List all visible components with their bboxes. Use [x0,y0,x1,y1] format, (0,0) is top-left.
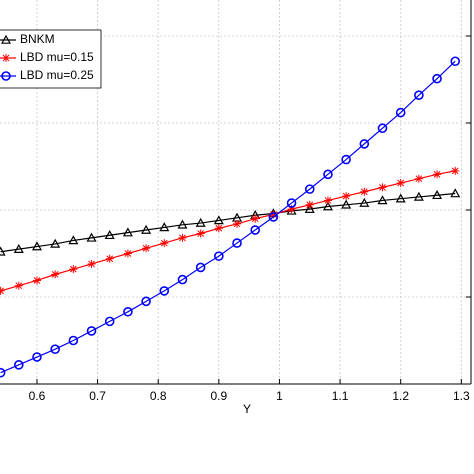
marker [142,244,151,253]
marker [323,196,332,205]
marker [13,243,24,253]
marker [0,286,5,295]
marker [213,215,224,225]
marker [31,241,42,251]
marker [196,229,205,238]
marker [286,198,297,208]
marker [396,179,405,188]
marker [105,254,114,263]
marker [14,281,23,290]
x-tick-label: 1.2 [392,389,409,403]
marker [104,316,115,327]
marker [342,192,351,201]
marker [0,246,6,256]
marker [359,197,370,207]
marker [122,227,133,237]
marker [178,233,187,242]
legend: BNKM LBD mu=0.15 LBD mu=0.25 [0,29,102,89]
marker [68,335,79,346]
marker [251,214,260,223]
marker [86,232,97,242]
x-tick-label: 1.3 [453,389,470,403]
marker [287,205,296,214]
marker [359,139,370,149]
marker [232,238,242,248]
marker [432,73,442,84]
marker [160,239,169,248]
marker [214,224,223,233]
marker [0,367,6,378]
marker [32,276,41,285]
x-tick-label: 1.1 [332,389,349,403]
series-line [0,60,456,374]
marker [13,360,24,370]
marker [305,200,314,209]
marker [304,203,315,213]
marker [432,189,443,200]
marker [341,199,352,209]
marker [177,274,188,285]
marker [87,259,96,268]
marker [69,265,78,274]
x-tick-label: 1 [276,389,283,403]
marker [233,219,242,228]
marker [86,326,97,336]
marker [413,191,424,201]
marker [2,54,10,62]
marker [414,174,423,183]
marker [141,296,151,307]
marker [195,217,206,227]
marker [123,306,133,317]
marker [304,184,315,194]
x-tick-label: 0.7 [89,389,106,403]
marker [0,34,12,44]
marker [1,71,11,81]
marker [341,154,351,165]
marker [360,187,369,196]
marker [250,225,261,235]
legend-label: LBD mu=0.25 [20,68,94,82]
marker [395,107,406,118]
legend-label: BNKM [20,32,55,46]
legend-label: LBD mu=0.15 [20,50,94,64]
marker [141,224,152,234]
marker [214,251,224,261]
legend-box [0,29,102,89]
marker [159,286,170,296]
marker [32,352,42,362]
marker [104,230,115,240]
x-tick-label: 0.9 [210,389,227,403]
marker [377,195,388,205]
marker [269,210,278,219]
marker [433,170,442,179]
marker [450,188,461,198]
marker [451,166,460,175]
x-tick-label: 0.6 [29,389,46,403]
marker [414,90,424,100]
marker [195,262,206,273]
marker [68,235,79,245]
series-line [0,170,456,292]
marker [395,193,406,203]
marker [50,344,60,355]
series-line [0,192,456,253]
x-tick-label: 0.8 [150,389,167,403]
x-axis-label: Y [243,402,251,416]
marker [50,238,61,248]
marker [177,219,188,229]
marker [450,56,461,67]
marker [378,183,387,192]
marker [51,270,60,279]
marker [377,123,388,134]
marker [268,212,279,222]
marker [323,169,333,180]
marker [123,249,132,258]
marker [322,201,333,211]
marker [159,222,170,232]
